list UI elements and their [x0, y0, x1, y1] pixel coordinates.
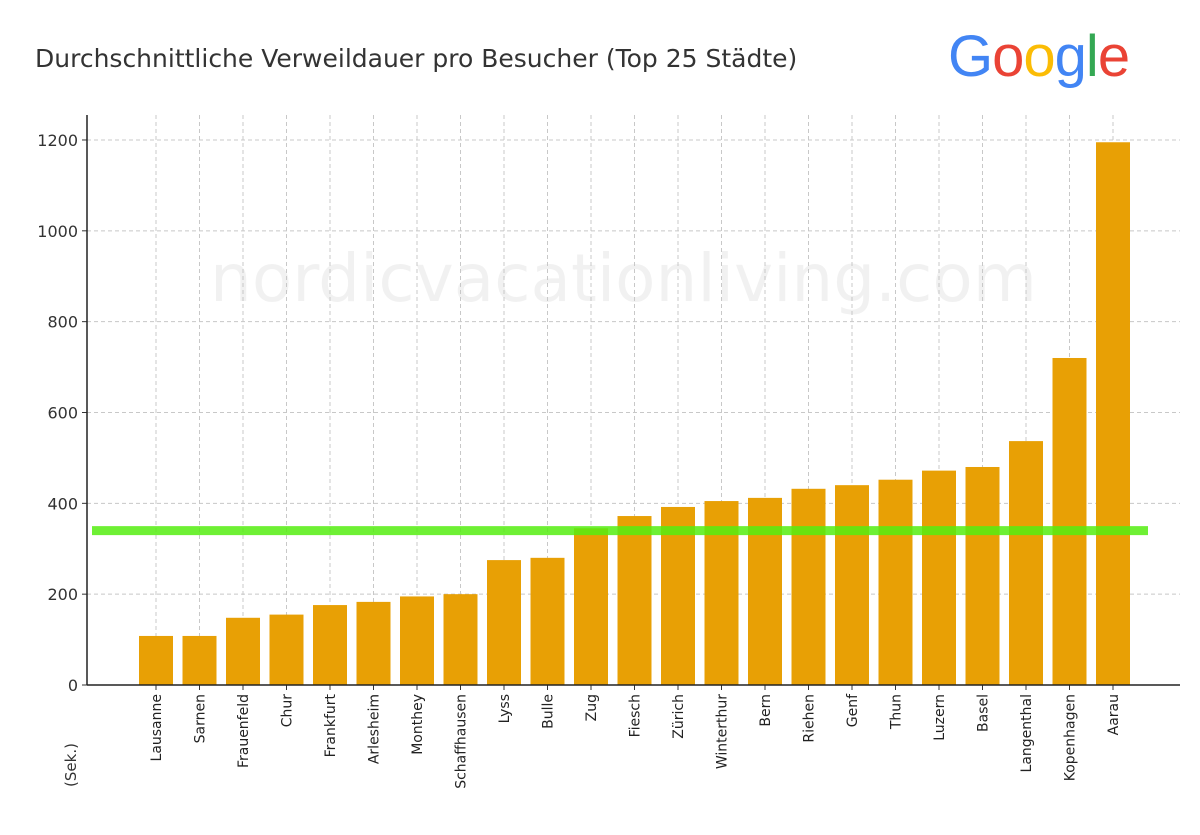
bar-sarnen — [182, 635, 217, 685]
bar-monthey — [400, 596, 434, 685]
x-tick-label: Schaffhausen — [454, 694, 470, 789]
logo-letter: g — [1054, 24, 1087, 89]
watermark: nordicvacationliving.com — [210, 240, 1038, 317]
logo-letter: o — [1023, 24, 1055, 89]
x-tick-label: Langenthal — [1019, 694, 1035, 772]
bar-bern — [748, 497, 782, 685]
bar-langenthal — [1009, 441, 1043, 685]
y-tick-label: 200 — [47, 585, 78, 604]
bar-zürich — [661, 506, 695, 685]
bar-lyss — [487, 560, 521, 685]
logo-letter: o — [992, 24, 1024, 89]
bar-lausanne — [139, 635, 173, 685]
bar-aarau — [1096, 142, 1130, 686]
y-tick-label: 0 — [68, 676, 78, 695]
x-tick-label: Frauenfeld — [236, 694, 252, 768]
bar-frauenfeld — [226, 617, 260, 685]
google-logo: Google — [948, 28, 1130, 86]
bar-frankfurt — [313, 605, 347, 685]
y-tick-label: 600 — [47, 403, 78, 422]
x-tick-label: Monthey — [410, 694, 426, 755]
bar-riehen — [791, 488, 826, 685]
y-tick-label: 1000 — [37, 222, 78, 241]
bar-genf — [835, 485, 869, 685]
x-tick-label: Bern — [758, 694, 774, 727]
logo-letter: e — [1097, 24, 1130, 89]
x-tick-label: Bulle — [541, 694, 557, 729]
y-tick-label: 1200 — [37, 131, 78, 150]
logo-letter: l — [1085, 24, 1099, 89]
x-tick-label: Lausanne — [149, 694, 165, 761]
logo-letter: G — [948, 24, 993, 89]
x-tick-label: Basel — [976, 694, 992, 732]
x-tick-label: Winterthur — [715, 694, 731, 769]
axes — [82, 115, 1180, 690]
x-tick-label: Kopenhagen — [1063, 694, 1079, 781]
bar-bulle — [530, 557, 565, 685]
bars — [139, 142, 1130, 686]
x-tick-label: Frankfurt — [323, 693, 339, 757]
x-tick-label: Luzern — [932, 694, 948, 741]
x-tick-label: Genf — [845, 693, 861, 727]
x-tick-label: Thun — [889, 694, 905, 730]
bar-zug — [574, 528, 608, 685]
x-tick-label: Zürich — [671, 694, 687, 739]
bar-luzern — [922, 470, 956, 685]
unit-label: (Sek.) — [62, 743, 80, 787]
x-tick-label: Chur — [280, 694, 296, 728]
x-tick-label: Lyss — [497, 694, 513, 723]
chart-title: Durchschnittliche Verweildauer pro Besuc… — [35, 44, 798, 73]
bar-schaffhausen — [443, 594, 478, 685]
bar-basel — [965, 466, 1000, 685]
bar-kopenhagen — [1052, 357, 1087, 685]
tick-labels: 0 200 400 600 800 1000 1200 Lausanne Sarnen Fraue… — [37, 131, 1122, 789]
x-tick-label: Zug — [584, 694, 600, 721]
x-tick-label: Arlesheim — [367, 694, 383, 764]
x-tick-label: Riehen — [802, 694, 818, 743]
bar-fiesch — [617, 516, 652, 685]
x-tick-label: Sarnen — [193, 694, 209, 743]
bar-chur — [269, 614, 304, 685]
x-tick-label: Aarau — [1106, 694, 1122, 735]
bar-thun — [878, 479, 913, 685]
y-tick-label: 400 — [47, 494, 78, 513]
x-tick-label: Fiesch — [628, 694, 644, 737]
y-tick-label: 800 — [47, 313, 78, 332]
bar-arlesheim — [356, 601, 391, 685]
